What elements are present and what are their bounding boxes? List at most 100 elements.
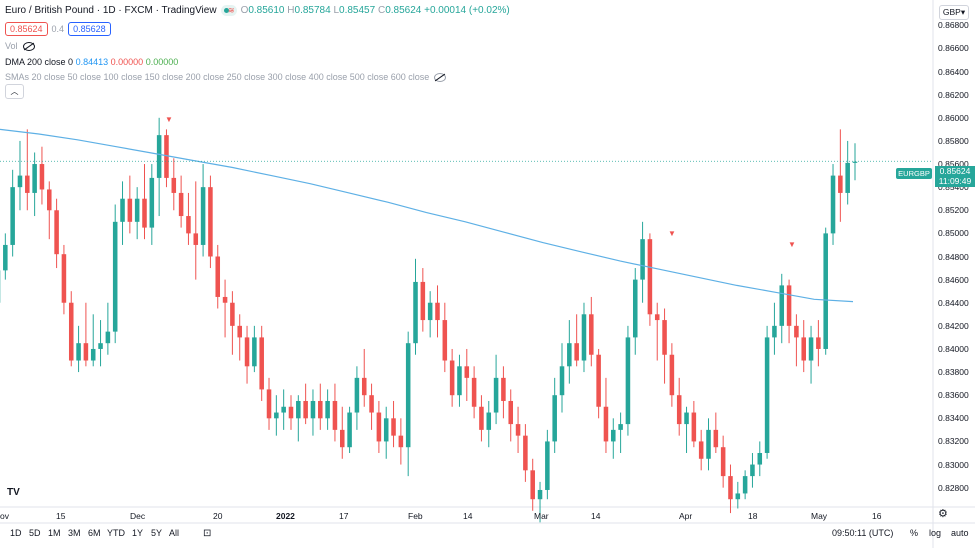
hidden-eye-icon[interactable] [434, 72, 447, 82]
candle-body [76, 343, 81, 361]
clock-timezone[interactable]: 09:50:11 (UTC) [832, 528, 894, 538]
candle-body [735, 493, 741, 500]
candle-body [288, 406, 294, 419]
symbol-title[interactable]: Euro / British Pound · 1D · FXCM · Tradi… [5, 5, 217, 16]
candle-body [222, 296, 228, 303]
candle-body [391, 418, 396, 436]
time-tick-label: May [811, 511, 828, 521]
time-tick-label: Mar [534, 511, 549, 521]
candle-body [332, 400, 338, 430]
candle-body [728, 476, 733, 500]
candle-body [237, 325, 242, 338]
candle-body [720, 447, 726, 477]
tradingview-logo[interactable]: TV [7, 487, 20, 498]
candle-body [464, 366, 470, 378]
range-button-1m[interactable]: 1M [48, 528, 61, 538]
signal-marker: ▼ [788, 240, 796, 249]
candle-body [54, 210, 59, 255]
market-status-icon[interactable]: ≋ [220, 5, 237, 16]
auto-scale-button[interactable]: auto [951, 528, 969, 538]
candle-body [625, 337, 631, 425]
price-tick-label: 0.83000 [938, 459, 969, 470]
percent-scale-button[interactable]: % [910, 528, 919, 538]
log-scale-button[interactable]: log [929, 528, 942, 538]
candle-body [90, 348, 96, 361]
time-tick-label: 17 [339, 511, 349, 521]
last-price: 0.85624 [939, 166, 971, 176]
range-1d[interactable]: 1D [10, 528, 22, 538]
dma-indicator[interactable]: DMA 200 close 0 0.84413 0.00000 0.00000 [5, 57, 178, 67]
dma-value-3: 0.00000 [145, 57, 179, 67]
candle-body [684, 412, 689, 425]
range-button-1y[interactable]: 1Y [132, 528, 144, 538]
time-tick-label: 20 [213, 511, 223, 521]
signal-marker: ▼ [165, 115, 173, 124]
hidden-eye-icon[interactable] [22, 41, 35, 51]
price-tick-label: 0.84200 [938, 320, 969, 331]
price-tick-label: 0.84400 [938, 297, 969, 308]
time-tick-label: 14 [463, 511, 473, 521]
candle-body [698, 441, 704, 459]
candle-body [515, 424, 521, 436]
range-button-5y[interactable]: 5Y [151, 528, 163, 538]
candle-body [596, 354, 601, 407]
candle-body [376, 412, 382, 442]
candle-body [413, 281, 418, 344]
candle-body [420, 281, 426, 321]
price-tick-label: 0.82800 [938, 482, 969, 493]
candle-body [611, 429, 616, 442]
candle-body [339, 429, 345, 448]
axis-settings-gear-icon[interactable]: ⚙ [938, 508, 948, 520]
candle-body [581, 314, 587, 361]
ohlc-close-label: C [377, 5, 386, 16]
range-button-6m[interactable]: 6M [88, 528, 101, 538]
sell-price-button[interactable]: 0.85624 [5, 22, 48, 36]
candle-body [501, 377, 506, 401]
price-tick-label: 0.83800 [938, 367, 969, 378]
candle-body [266, 389, 272, 419]
range-button-ytd[interactable]: YTD [107, 528, 125, 538]
ohlc-low-label: L [333, 5, 340, 16]
date-range-calendar-icon[interactable]: ⊡ [203, 528, 212, 539]
candle-body [508, 400, 514, 425]
price-tick-label: 0.83600 [938, 390, 969, 401]
buy-price-button[interactable]: 0.85628 [68, 22, 111, 36]
candle-body [647, 239, 653, 315]
candle-body [120, 198, 125, 222]
candle-body [318, 400, 323, 419]
candle-body [603, 406, 609, 442]
candle-body [823, 233, 828, 349]
candle-body [134, 198, 140, 222]
candle-body [142, 198, 147, 228]
candle-body [676, 395, 682, 425]
range-button-5d[interactable]: 5D [29, 528, 41, 538]
candle-body [127, 198, 133, 222]
candle-body [156, 135, 162, 178]
candle-body [559, 366, 565, 396]
candle-body [632, 279, 638, 338]
candle-body [618, 424, 623, 430]
candle-body [567, 343, 572, 367]
smas-indicator[interactable]: SMAs 20 close 50 close 100 close 150 clo… [5, 72, 447, 82]
price-tick-label: 0.86200 [938, 89, 969, 100]
ohlc-open-label: O [240, 5, 249, 16]
candle-body [794, 325, 799, 338]
price-tick-label: 0.85600 [938, 159, 969, 170]
candle-body [654, 314, 660, 321]
currency-select[interactable]: GBP▾ [939, 5, 969, 20]
price-tick-label: 0.86600 [938, 43, 969, 54]
time-tick-label: 16 [872, 511, 882, 521]
chevron-up-icon: ︿ [10, 87, 19, 96]
volume-label: Vol [5, 41, 18, 51]
range-button-3m[interactable]: 3M [68, 528, 81, 538]
candle-body [764, 337, 770, 453]
candle-body [449, 360, 455, 396]
spread-value: 0.4 [51, 24, 65, 34]
range-button-all[interactable]: All [169, 528, 180, 538]
candle-body [39, 164, 45, 190]
collapse-legend-button[interactable]: ︿ [5, 84, 24, 99]
volume-indicator[interactable]: Vol [5, 41, 35, 51]
price-tick-label: 0.84600 [938, 274, 969, 285]
bid-ask-row: 0.85624 0.4 0.85628 [5, 22, 115, 36]
